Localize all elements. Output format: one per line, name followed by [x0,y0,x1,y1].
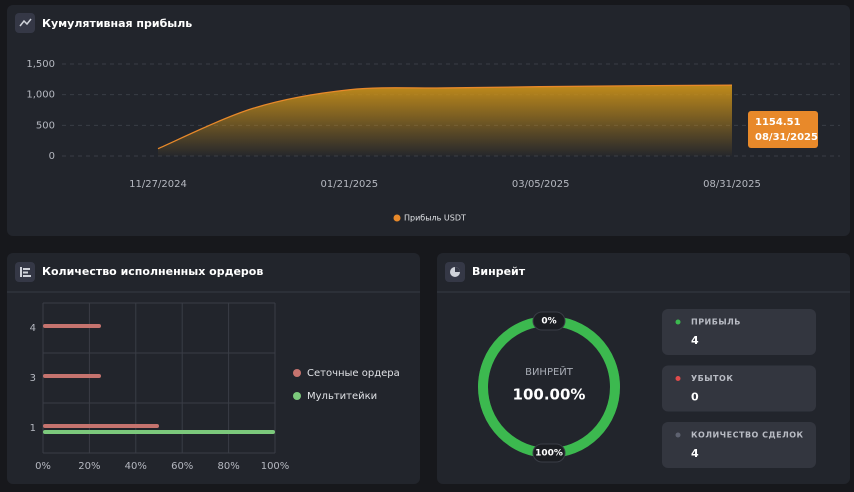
x-tick-label: 08/31/2025 [703,179,761,190]
y-tick-label: 1,500 [26,59,55,70]
x-tick-label: 40% [125,461,147,472]
stat-label: ПРИБЫЛЬ [691,318,741,327]
ring-tick-label: 100% [535,449,563,459]
x-tick-label: 80% [217,461,239,472]
x-tick-label: 100% [261,461,290,472]
line [157,84,733,150]
tooltip-date: 08/31/2025 [755,132,818,143]
y-tick-label: 0 [49,151,55,162]
bar [43,374,101,378]
ring-tick-pill [532,443,566,463]
y-tick-label: 3 [30,373,36,384]
y-tick-label: 1,000 [26,90,55,101]
icon [445,262,465,282]
stat-dot [675,432,681,438]
tooltip-value: 1154.51 [755,117,801,128]
y-tick-label: 500 [36,120,55,131]
panel-title: Количество исполненных ордеров [42,265,263,278]
legend-marker [393,214,401,222]
panel-title: Винрейт [472,265,526,278]
stat-card [662,422,816,468]
icon [15,13,35,33]
icon [15,262,35,282]
legend-label: Мультитейки [307,391,377,402]
stat-value: 4 [691,447,699,460]
bar [43,430,275,434]
bar [43,424,159,428]
panel-title: Кумулятивная прибыль [42,17,192,30]
area [158,85,732,156]
ring-tick-label: 0% [541,317,556,327]
x-tick-label: 60% [171,461,193,472]
stat-dot [675,376,681,381]
stat-value: 4 [691,334,699,347]
stat-label: КОЛИЧЕСТВО СДЕЛОК [691,431,804,440]
stat-card [662,309,816,355]
legend-label: Сеточные ордера [307,368,400,379]
x-tick-label: 0% [35,461,51,472]
legend-marker [293,369,301,377]
legend-marker [293,392,301,400]
y-tick-label: 1 [30,423,36,434]
x-tick-label: 20% [78,461,100,472]
x-tick-label: 03/05/2025 [512,179,570,190]
x-tick-label: 11/27/2024 [129,179,187,190]
stat-label: УБЫТОК [691,374,733,383]
tooltip [748,111,818,148]
donut-label: ВИНРЕЙТ [525,365,574,378]
ring-tick-pill [532,311,566,331]
y-tick-label: 4 [30,323,36,334]
donut-value: 100.00% [513,386,586,404]
x-tick-label: 01/21/2025 [321,179,379,190]
stat-card [662,365,816,412]
bar [43,324,101,328]
legend-label: Прибыль USDT [404,214,466,223]
stat-dot [675,319,681,325]
stat-value: 0 [691,391,699,404]
